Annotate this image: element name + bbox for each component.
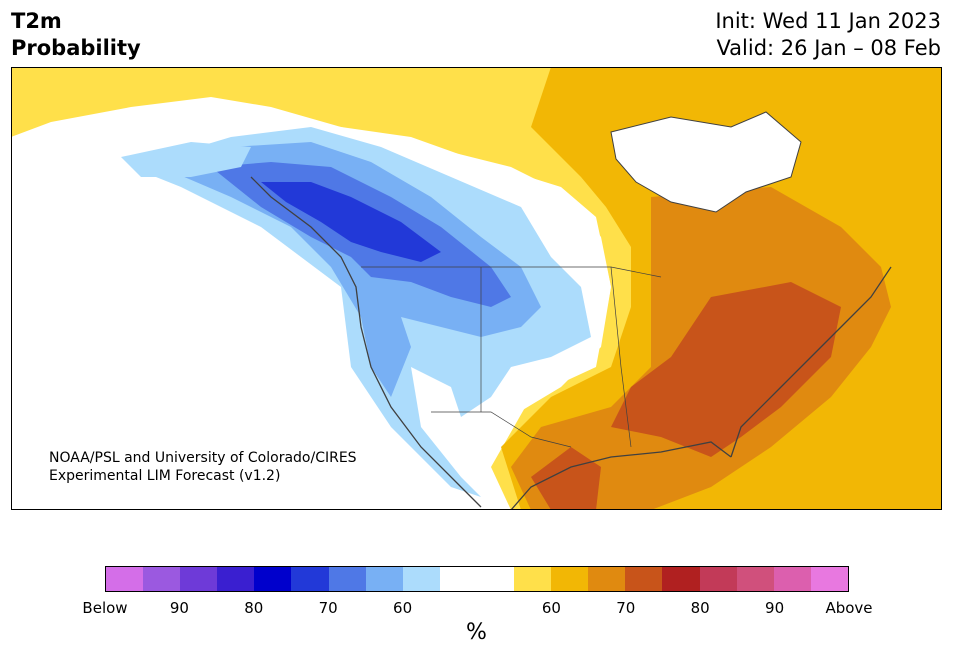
colorbar-tick-label: Below: [82, 599, 128, 617]
colorbar: [105, 566, 849, 592]
title-left: T2m Probability: [11, 8, 141, 62]
colorbar-tick-label: 90: [765, 599, 785, 617]
variable-title: T2m: [11, 9, 62, 33]
colorbar-tick-label: 60: [541, 599, 561, 617]
colorbar-tick-label: 60: [393, 599, 413, 617]
colorbar-tick-label: 80: [690, 599, 710, 617]
colorbar-swatch-14: [625, 567, 663, 591]
mississippi-line: [610, 266, 632, 448]
valid-range: Valid: 26 Jan – 08 Feb: [716, 36, 941, 60]
title-right: Init: Wed 11 Jan 2023 Valid: 26 Jan – 08…: [715, 8, 941, 62]
state-borders: [361, 266, 662, 448]
colorbar-tick-label: 80: [244, 599, 264, 617]
colorbar-swatch-16: [699, 567, 737, 591]
colorbar-swatch-11: [514, 567, 552, 591]
colorbar-swatch-12: [551, 567, 589, 591]
colorbar-swatch-1: [143, 567, 181, 591]
colorbar-tick-label: 70: [318, 599, 338, 617]
colorbar-swatch-8: [402, 567, 440, 591]
colorbar-swatch-10: [476, 567, 515, 591]
colorbar-tick-label: 70: [616, 599, 636, 617]
colorbar-swatch-15: [662, 567, 700, 591]
gulf-coast-line: [510, 441, 732, 510]
colorbar-tick-label: Above: [825, 599, 873, 617]
colorbar-swatch-7: [365, 567, 403, 591]
credit: NOAA/PSL and University of Colorado/CIRE…: [49, 449, 357, 485]
colorbar-swatch-13: [588, 567, 626, 591]
coastlines: [250, 176, 892, 510]
colorbar-swatch-9: [439, 567, 477, 591]
colorbar-swatch-5: [291, 567, 329, 591]
below-60-alaska: [121, 142, 251, 177]
colorbar-swatch-17: [736, 567, 774, 591]
colorbar-swatch-6: [328, 567, 366, 591]
kind-title: Probability: [11, 36, 141, 60]
colorbar-swatch-19: [810, 567, 848, 591]
us-mexico-border: [431, 411, 572, 448]
init-date: Init: Wed 11 Jan 2023: [715, 9, 941, 33]
forecast-map: [11, 67, 942, 510]
above-70-region: [611, 282, 841, 457]
map-frame: [11, 67, 942, 510]
colorbar-swatch-2: [180, 567, 218, 591]
west-coast-line: [250, 176, 482, 508]
hudson-bay-water: [610, 111, 802, 213]
east-coast-line: [730, 266, 892, 458]
colorbar-swatch-18: [773, 567, 811, 591]
below-70-region: [161, 142, 541, 397]
probability-fields: [11, 67, 942, 510]
credit-line-1: NOAA/PSL and University of Colorado/CIRE…: [49, 450, 357, 466]
credit-line-2: Experimental LIM Forecast (v1.2): [49, 468, 281, 484]
colorbar-swatch-4: [254, 567, 292, 591]
colorbar-tick-label: 90: [169, 599, 189, 617]
colorbar-ticks: Below 90 80 70 60 60 70 80 90 Above: [82, 599, 872, 619]
colorbar-swatch-3: [217, 567, 255, 591]
colorbar-swatch-0: [106, 567, 144, 591]
below-80-region: [261, 182, 441, 262]
colorbar-unit: %: [466, 620, 487, 645]
above-70-texas: [531, 447, 601, 510]
